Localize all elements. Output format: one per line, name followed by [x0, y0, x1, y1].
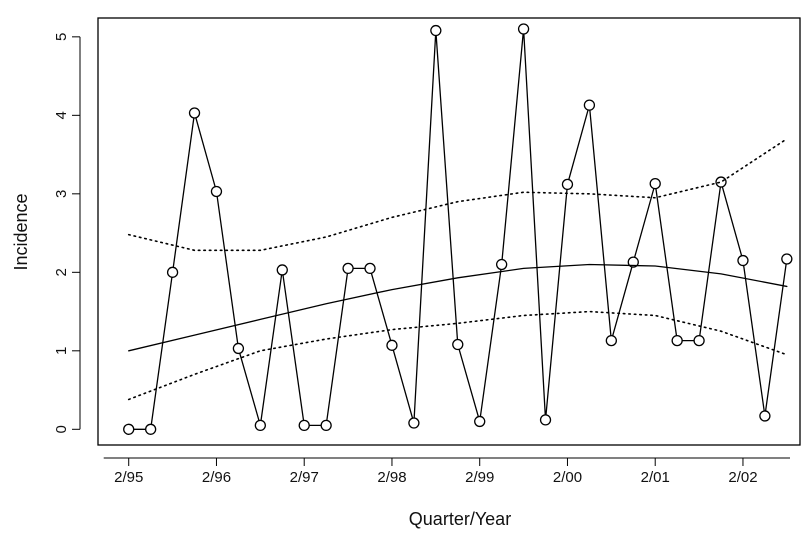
data-point	[188, 107, 201, 119]
confidence-band	[127, 138, 788, 252]
x-tick-label: 2/95	[114, 469, 143, 486]
plot-box	[97, 17, 801, 446]
data-point	[123, 423, 135, 435]
data-point	[320, 419, 332, 432]
x-tick-label: 2/02	[728, 469, 757, 486]
y-tick-label: 3	[53, 190, 70, 198]
data-point	[166, 266, 179, 278]
data-point	[430, 24, 442, 37]
data-point	[517, 23, 530, 35]
data-point	[693, 334, 705, 347]
data-point	[715, 176, 727, 188]
data-point	[474, 415, 486, 428]
data-point	[583, 99, 596, 111]
x-tick-label: 2/97	[290, 469, 319, 486]
y-tick-label: 2	[53, 268, 70, 276]
y-tick-label: 1	[53, 347, 70, 355]
data-point	[605, 334, 617, 347]
y-tick-label: 5	[53, 33, 70, 41]
data-point	[342, 262, 354, 275]
x-axis-title: Quarter/Year	[409, 509, 511, 529]
y-tick-label: 0	[53, 425, 70, 433]
y-axis-title: Incidence	[11, 193, 31, 270]
data-point	[539, 414, 552, 426]
data-point	[737, 254, 749, 267]
data-point	[386, 339, 398, 351]
data-point	[495, 258, 508, 271]
data-line	[128, 28, 788, 430]
data-point	[210, 185, 223, 198]
confidence-band	[127, 310, 788, 401]
x-tick-label: 2/01	[641, 469, 670, 486]
data-point	[232, 342, 245, 355]
data-point	[254, 419, 266, 432]
data-point	[759, 410, 771, 422]
data-point	[452, 338, 464, 351]
data-point	[671, 334, 683, 347]
data-point	[298, 419, 310, 432]
x-tick-label: 2/96	[202, 469, 231, 486]
x-tick-label: 2/00	[553, 469, 582, 486]
y-tick-label: 4	[53, 111, 70, 119]
data-point	[781, 253, 793, 265]
x-tick-label: 2/99	[465, 469, 494, 486]
data-point	[364, 262, 376, 275]
data-point	[276, 264, 288, 276]
data-point	[408, 417, 420, 429]
x-tick-label: 2/98	[377, 469, 406, 486]
data-point	[649, 177, 661, 190]
trend-line	[128, 263, 788, 352]
data-point	[627, 256, 639, 268]
data-point	[144, 423, 157, 435]
data-point	[561, 178, 574, 191]
